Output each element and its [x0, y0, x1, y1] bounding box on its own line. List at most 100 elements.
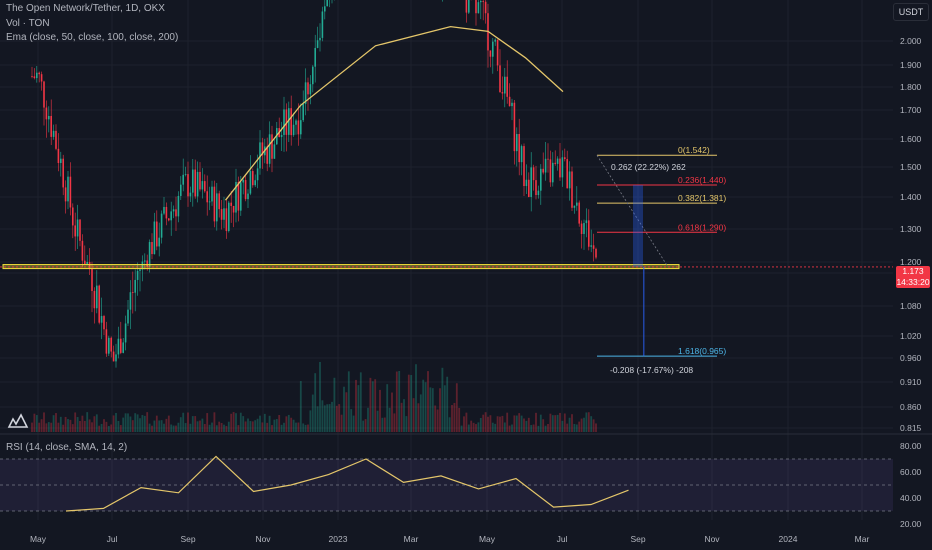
volume-legend[interactable]: Vol · TON [6, 18, 50, 29]
candle-body [288, 108, 290, 135]
candle-body [484, 1, 487, 14]
volume-bar [199, 420, 201, 432]
currency-unit-button[interactable]: USDT [893, 3, 929, 21]
volume-bar [494, 423, 497, 432]
volume-bar [203, 424, 206, 432]
volume-bar [165, 418, 168, 432]
measure-up-label: 0.262 (22.22%) 262 [611, 162, 686, 172]
price-tick-label: 1.020 [900, 331, 922, 341]
volume-bar [343, 386, 345, 432]
volume-bar [345, 392, 348, 432]
volume-bar [499, 416, 501, 432]
volume-bar [86, 412, 89, 432]
volume-bar [275, 419, 278, 432]
volume-bar [105, 421, 108, 432]
volume-bar [571, 414, 573, 432]
volume-bar [187, 412, 189, 432]
candle-body [60, 158, 62, 163]
candle-body [525, 179, 528, 187]
candle-body [547, 158, 549, 160]
fib-levels[interactable]: 0(1.542) 0.236(1.440) 0.382(1.381) 0.618(1.… [596, 145, 726, 357]
volume-bar [482, 414, 485, 432]
time-axis[interactable]: May Jul Sep Nov 2023 Mar May Jul Sep Nov 2024 Mar [30, 534, 870, 544]
volume-bar [242, 416, 245, 432]
volume-bar [100, 423, 103, 432]
volume-bar [311, 394, 314, 432]
volume-bar [549, 413, 552, 432]
volume-bar [285, 416, 288, 432]
candle-body [110, 337, 112, 352]
volume-bar [436, 409, 439, 432]
volume-bars [31, 361, 597, 432]
candle-body [218, 193, 220, 210]
candle-body [151, 242, 153, 255]
candle-body [206, 191, 208, 203]
tradingview-logo-icon[interactable] [7, 413, 29, 434]
volume-bar [446, 376, 449, 432]
price-tick-label: 1.700 [900, 105, 922, 115]
volume-bar [254, 420, 257, 432]
volume-bar [278, 414, 281, 432]
candle-body [170, 211, 172, 221]
candle-body [55, 130, 57, 149]
candle-body [244, 179, 247, 200]
volume-bar [472, 422, 475, 432]
rsi-pane[interactable]: 80.00 60.00 40.00 20.00 [0, 441, 922, 529]
candle-body [280, 134, 283, 138]
price-range-measure[interactable]: 0.262 (22.22%) 262 -0.208 (-17.67%) -208 [610, 162, 693, 375]
candle-body [496, 39, 499, 66]
candle-body [489, 50, 492, 57]
volume-bar [415, 364, 417, 432]
volume-bar [367, 407, 369, 432]
candle-body [564, 157, 566, 160]
volume-bar [136, 414, 139, 432]
candle-body [127, 309, 129, 324]
volume-bar [470, 420, 473, 432]
volume-bar [405, 416, 408, 432]
candle-body [168, 218, 170, 221]
candle-body [220, 209, 223, 220]
volume-bar [215, 425, 218, 432]
symbol-title[interactable]: The Open Network/Tether, 1D, OKX [6, 3, 165, 14]
volume-bar [208, 424, 211, 432]
volume-bar [220, 422, 223, 432]
candle-body [120, 338, 122, 353]
candle-body [45, 107, 48, 120]
candle-body [549, 159, 552, 183]
candle-body [129, 292, 132, 310]
candle-body [290, 108, 292, 136]
volume-bar [43, 412, 45, 432]
volume-bar [340, 414, 343, 432]
volume-bar [167, 415, 170, 432]
volume-bar [261, 422, 264, 432]
candle-body [165, 206, 168, 219]
volume-bar [175, 425, 177, 432]
volume-bar [62, 424, 65, 432]
price-axis[interactable]: 2.000 1.900 1.800 1.700 1.600 1.500 1.400 1.300… [900, 36, 922, 433]
candle-body [201, 181, 204, 190]
candle-body [530, 167, 532, 197]
candle-body [153, 221, 156, 255]
candle-body [81, 240, 84, 261]
ema-legend[interactable]: Ema (close, 50, close, 100, close, 200) [6, 32, 179, 43]
volume-bar [131, 420, 134, 432]
candle-body [141, 261, 144, 270]
volume-bar [352, 415, 355, 432]
candle-body [568, 171, 571, 189]
volume-bar [463, 416, 465, 432]
candle-body [144, 260, 146, 262]
volume-bar [590, 416, 593, 432]
candle-body [261, 142, 264, 156]
price-tick-label: 1.600 [900, 134, 922, 144]
candle-body [40, 74, 43, 82]
volume-bar [484, 412, 487, 432]
volume-bar [451, 405, 453, 432]
rsi-legend[interactable]: RSI (14, close, SMA, 14, 2) [6, 442, 128, 453]
volume-bar [429, 387, 432, 432]
candle-body [283, 109, 285, 135]
volume-bar [38, 422, 41, 432]
candle-body [316, 40, 319, 48]
price-tick-label: 1.500 [900, 162, 922, 172]
volume-bar [153, 420, 156, 432]
